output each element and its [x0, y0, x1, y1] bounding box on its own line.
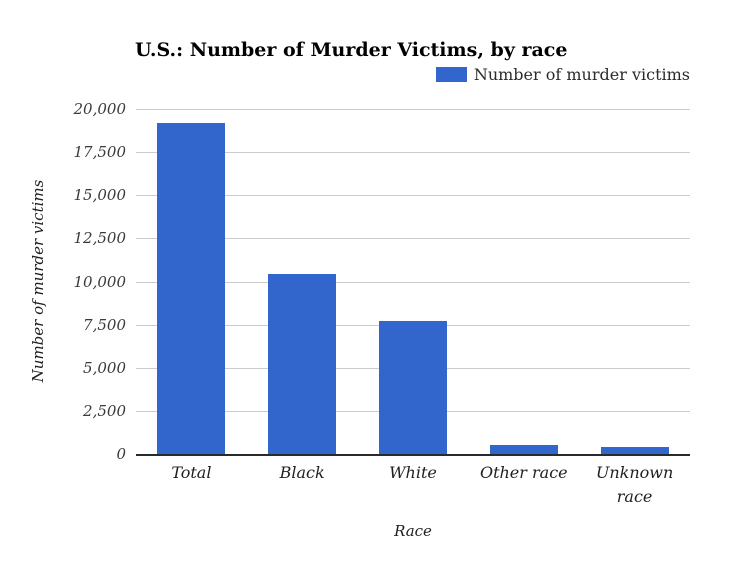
- x-axis-labels: Total Black White Other race Unknown race: [136, 461, 690, 515]
- gridline: [136, 109, 690, 110]
- gridline: [136, 152, 690, 154]
- legend-swatch[interactable]: [435, 67, 467, 82]
- x-category-label: Total: [171, 463, 212, 482]
- y-tick-label: 12,500: [73, 229, 127, 248]
- bar-unknown-race[interactable]: [600, 447, 669, 454]
- y-tick-label: 5,000: [83, 358, 126, 377]
- x-category-label: Unknown race: [595, 463, 674, 506]
- bar-black[interactable]: [268, 273, 337, 454]
- y-axis-ticks: 0 2,500 5,000 7,500 10,000 12,500 15,000 17,500…: [0, 100, 127, 463]
- gridline: [136, 195, 690, 197]
- bar-other-race[interactable]: [489, 444, 558, 454]
- x-category-label: Other race: [479, 463, 568, 482]
- chart-title: U.S.: Number of Murder Victims, by race: [135, 39, 568, 61]
- bar-total[interactable]: [157, 122, 226, 454]
- y-tick-label: 2,500: [83, 401, 126, 420]
- x-axis-line: [136, 454, 690, 456]
- gridline: [136, 281, 690, 283]
- legend-series-label[interactable]: Number of murder victims: [473, 65, 690, 84]
- y-tick-label: 15,000: [73, 186, 127, 205]
- y-tick-label: 7,500: [83, 315, 126, 334]
- bar-white[interactable]: [379, 321, 447, 454]
- x-axis-title: Race: [394, 522, 432, 540]
- x-category-label: Black: [279, 463, 325, 482]
- y-tick-label: 10,000: [73, 272, 127, 291]
- y-tick-label: 17,500: [73, 143, 127, 162]
- y-tick-label: 20,000: [73, 100, 127, 118]
- plot-area: [136, 109, 690, 456]
- legend: Number of murder victims: [136, 65, 690, 84]
- gridline: [136, 238, 690, 240]
- y-tick-label: 0: [116, 445, 126, 463]
- x-category-label: White: [389, 463, 437, 482]
